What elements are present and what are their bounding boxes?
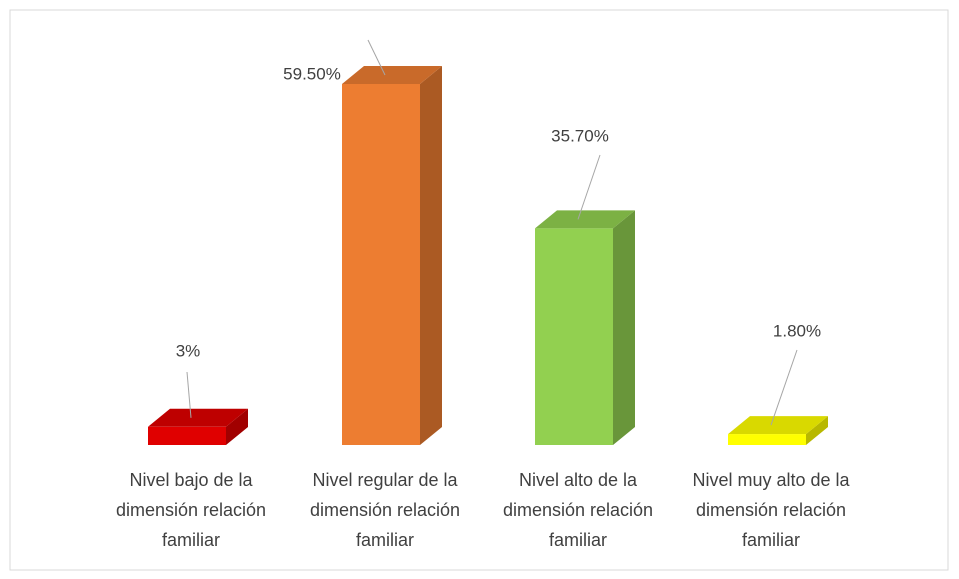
data-label: 35.70%	[551, 126, 609, 145]
x-tick-label: Nivel alto de la dimensión relación fami…	[502, 470, 654, 550]
leader-line	[770, 349, 798, 426]
x-tick-label: Nivel muy alto de la dimensión relación …	[692, 470, 850, 550]
bar-side	[226, 408, 248, 445]
leader-line	[367, 39, 386, 76]
chart-frame	[9, 9, 949, 571]
bar-side	[420, 66, 442, 445]
bar	[342, 84, 420, 445]
data-label: 1.80%	[773, 321, 821, 340]
leader-line	[186, 371, 192, 418]
x-tick-label: Nivel regular de la dimensión relación f…	[309, 470, 461, 550]
bar-side	[806, 416, 828, 445]
bar-side	[613, 210, 635, 445]
bar-top	[728, 416, 828, 435]
bar-top	[535, 210, 635, 229]
data-label: 3%	[176, 341, 201, 360]
bar	[728, 434, 806, 445]
bar	[535, 228, 613, 445]
data-label: 59.50%	[283, 64, 341, 83]
bar-top	[342, 66, 442, 84]
bar-top	[148, 408, 248, 427]
bar	[148, 426, 226, 445]
leader-line	[577, 154, 601, 220]
x-tick-label: Nivel bajo de la dimensión relación fami…	[115, 470, 267, 550]
